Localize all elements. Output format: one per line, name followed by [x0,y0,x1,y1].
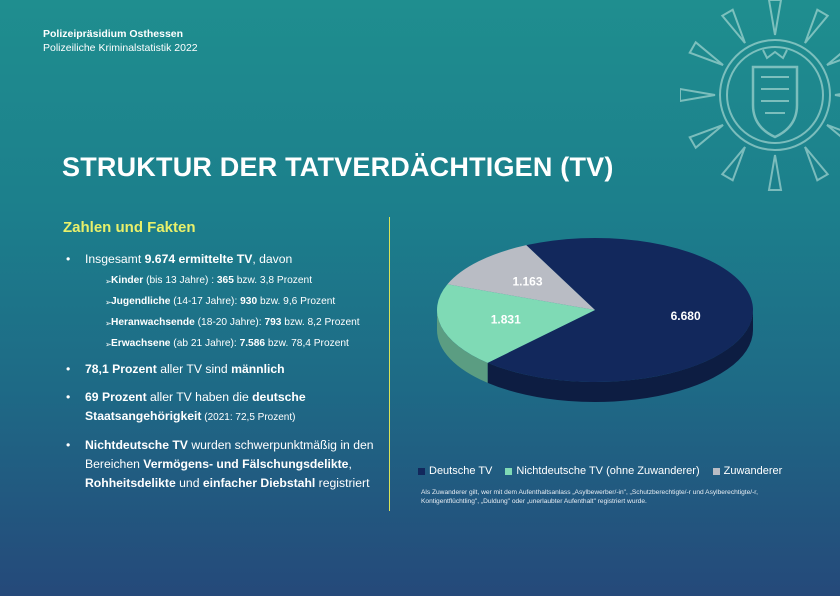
fact-text: Insgesamt [85,252,145,266]
age-group-range: (18-20 Jahre): [194,317,265,328]
legend-label: Zuwanderer [723,465,783,477]
pie-slice-0 [487,238,753,382]
age-group-value: 793 [264,317,282,328]
fact-male: 78,1 Prozent aller TV sind männlich [63,360,393,379]
fact-highlight: 9.674 ermittelte TV [144,252,253,266]
fact-total: Insgesamt 9.674 ermittelte TV, davon Kin… [63,250,393,352]
age-group-value: 7.586 [239,338,266,349]
column-divider [389,217,390,511]
fact-text: registriert [315,476,370,490]
fact-highlight: Rohheitsdelikte [85,476,176,490]
legend-swatch [505,467,513,475]
facts-list: Insgesamt 9.674 ermittelte TV, davon Kin… [63,250,393,493]
facts-heading: Zahlen und Fakten [63,219,196,236]
age-group-label: Jugendliche [111,296,171,307]
facts-section: Zahlen und Fakten Insgesamt 9.674 ermitt… [63,219,393,502]
fact-highlight: 69 Prozent [85,390,147,404]
age-group-value: 930 [240,296,258,307]
header: Polizeipräsidium Osthessen Polizeiliche … [43,27,198,55]
pie-slice-side [437,310,488,383]
pie-data-label: 6.680 [671,309,701,323]
pie-data-label: 1.163 [513,275,543,289]
legend-label: Deutsche TV [429,465,493,477]
fact-highlight: deutsche Staatsangehörigkeit [85,390,306,423]
age-group-value: 365 [216,275,234,286]
age-group-item: Jugendliche (14-17 Jahre): 930 bzw. 9,6 … [85,295,393,310]
age-group-item: Erwachsene (ab 21 Jahre): 7.586 bzw. 78,… [85,337,393,352]
age-group-range: (14-17 Jahre): [170,296,241,307]
age-groups-list: Kinder (bis 13 Jahre) : 365 bzw. 3,8 Pro… [85,274,393,352]
age-group-label: Erwachsene [111,338,171,349]
legend-swatch [712,467,720,475]
pie-data-label: 1.831 [491,312,521,326]
chart-footnote: Als Zuwanderer gilt, wer mit dem Aufenth… [421,489,758,505]
fact-text: aller TV sind [156,362,232,376]
fact-highlight: 78,1 Prozent [85,362,157,376]
fact-text: aller TV haben die [146,390,253,404]
age-group-label: Kinder [111,275,144,286]
header-org: Polizeipräsidium Osthessen [43,28,184,40]
age-group-item: Heranwachsende (18-20 Jahre): 793 bzw. 8… [85,316,393,331]
fact-non-german: Nichtdeutsche TV wurden schwerpunktmäßig… [63,436,393,493]
age-group-percent: bzw. 78,4 Prozent [265,338,349,349]
header-subtitle: Polizeiliche Kriminalstatistik 2022 [43,42,198,54]
age-group-range: (ab 21 Jahre): [170,338,240,349]
age-group-percent: bzw. 3,8 Prozent [233,275,313,286]
fact-highlight: einfacher Diebstahl [202,476,316,490]
age-group-percent: bzw. 9,6 Prozent [257,296,336,307]
fact-text: , [348,457,352,471]
legend-swatch [418,467,425,475]
slide-title: STRUKTUR DER TATVERDÄCHTIGEN (TV) [62,152,614,182]
pie-slice-2 [447,245,595,310]
legend-item-deutsche: Deutsche TV [418,465,492,477]
police-star-logo [680,0,840,191]
fact-highlight: männlich [231,362,285,376]
legend-item-zuwanderer: Zuwanderer [712,465,783,477]
fact-text: und [175,476,203,490]
fact-highlight: Vermögens- und Fälschungsdelikte [143,457,349,471]
legend-item-nichtdeutsche: Nichtdeutsche TV (ohne Zuwanderer) [505,465,700,477]
fact-nationality: 69 Prozent aller TV haben die deutsche S… [63,388,393,427]
pie-slice-side [487,310,753,402]
age-group-percent: bzw. 8,2 Prozent [281,317,360,328]
pie-slice-1 [437,284,595,363]
chart-legend: Deutsche TV Nichtdeutsche TV (ohne Zuwan… [418,465,795,477]
age-group-item: Kinder (bis 13 Jahre) : 365 bzw. 3,8 Pro… [85,274,393,289]
fact-note: (2021: 72,5 Prozent) [201,412,296,423]
fact-highlight: Nichtdeutsche TV [85,438,188,452]
legend-label: Nichtdeutsche TV (ohne Zuwanderer) [516,465,700,477]
fact-text: , davon [252,252,293,266]
age-group-label: Heranwachsende [111,317,195,328]
age-group-range: (bis 13 Jahre) : [143,275,217,286]
pie-chart: 6.680 1.831 1.163 [437,238,753,402]
fact-text: wurden schwerpunktmäßig in den Bereichen [85,438,374,471]
